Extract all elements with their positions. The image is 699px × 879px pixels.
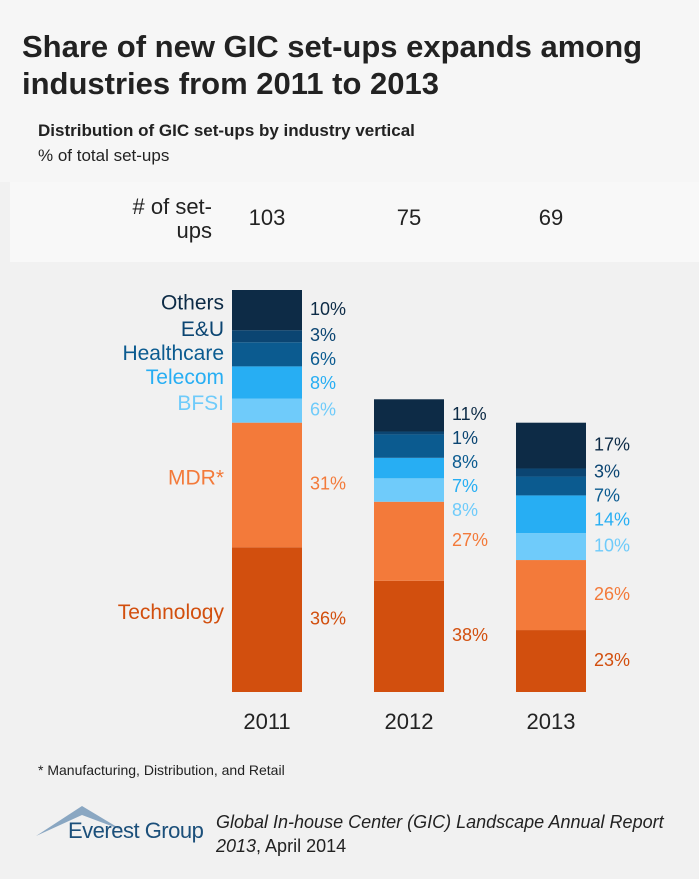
count-band — [10, 182, 699, 262]
series-label: Healthcare — [122, 342, 224, 365]
bar-segment — [374, 580, 444, 692]
value-label: 8% — [310, 373, 336, 393]
value-label: 11% — [452, 404, 487, 424]
value-label: 38% — [452, 625, 488, 645]
logo-mark — [36, 806, 122, 836]
bar-segment — [516, 533, 586, 561]
bar-segment — [516, 468, 586, 477]
count-header: # of set-ups — [132, 194, 212, 243]
value-label: 8% — [452, 452, 478, 472]
footnote: * Manufacturing, Distribution, and Retai… — [38, 762, 285, 778]
bar-segment — [516, 476, 586, 496]
logo: Everest Group — [68, 818, 204, 843]
bar-segment — [516, 495, 586, 534]
bar-segment — [232, 547, 302, 692]
source-title: Global In-house Center (GIC) Landscape A… — [216, 812, 664, 856]
bar-segment — [232, 342, 302, 367]
count-label: 103 — [249, 205, 286, 230]
value-label: 8% — [452, 500, 478, 520]
value-label: 3% — [310, 325, 336, 345]
value-label: 27% — [452, 530, 488, 550]
value-label: 36% — [310, 608, 346, 628]
header-bg — [0, 0, 699, 182]
value-label: 1% — [452, 428, 478, 448]
value-label: 6% — [310, 349, 336, 369]
bar-segment — [516, 560, 586, 631]
unit-label: % of total set-ups — [38, 146, 170, 165]
bar-segment — [516, 422, 586, 469]
bar-segment — [232, 330, 302, 343]
x-tick-label: 2012 — [385, 709, 434, 734]
x-tick-label: 2011 — [243, 709, 290, 734]
bar-segment — [232, 422, 302, 548]
value-label: 3% — [594, 461, 620, 481]
series-label: E&U — [181, 318, 224, 341]
series-label: Telecom — [146, 366, 224, 389]
value-label: 7% — [594, 485, 620, 505]
value-label: 14% — [594, 509, 630, 529]
value-label: 6% — [310, 399, 336, 419]
x-tick-label: 2013 — [527, 709, 576, 734]
series-label: Technology — [118, 601, 225, 624]
source: Global In-house Center (GIC) Landscape A… — [216, 810, 699, 858]
value-label: 10% — [594, 535, 630, 555]
bar-segment — [232, 366, 302, 399]
title: Share of new GIC set-ups expands among i… — [22, 29, 643, 101]
count-label: 75 — [397, 205, 421, 230]
series-label: Others — [161, 292, 224, 315]
value-label: 23% — [594, 650, 630, 670]
bar-segment — [374, 478, 444, 502]
value-label: 31% — [310, 474, 346, 494]
value-label: 10% — [310, 299, 346, 319]
bar-segment — [374, 399, 444, 432]
source-date: , April 2014 — [256, 836, 347, 856]
bar-segment — [516, 630, 586, 692]
value-label: 26% — [594, 584, 630, 604]
bar-segment — [374, 434, 444, 458]
bar-segment — [374, 457, 444, 479]
value-label: 17% — [594, 434, 630, 454]
series-label: MDR* — [168, 467, 224, 490]
bar-segment — [374, 501, 444, 581]
bar-segment — [232, 290, 302, 331]
value-label: 7% — [452, 476, 478, 496]
bar-segment — [232, 398, 302, 423]
count-label: 69 — [539, 205, 563, 230]
subtitle: Distribution of GIC set-ups by industry … — [38, 121, 415, 140]
bar-segment — [374, 431, 444, 435]
series-label: BFSI — [177, 392, 224, 415]
